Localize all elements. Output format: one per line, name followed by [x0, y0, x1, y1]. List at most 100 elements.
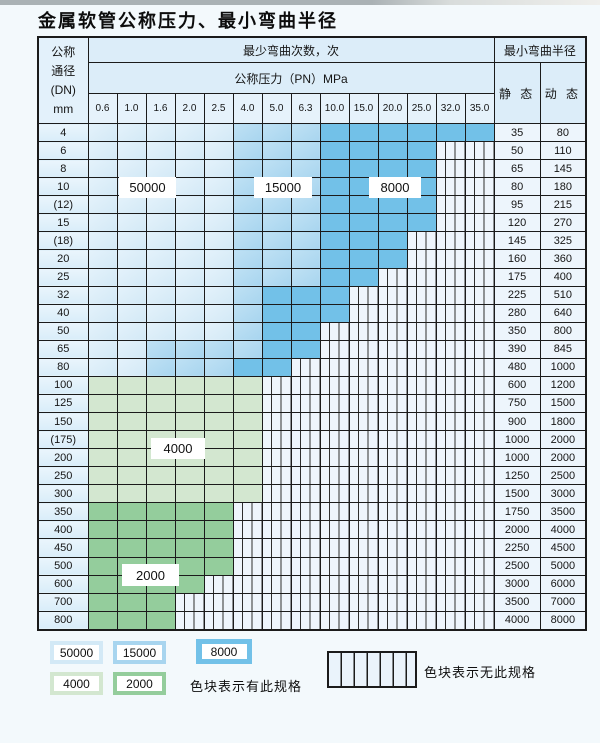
spec-cell — [145, 159, 176, 179]
static-radius-cell: 1000 — [493, 430, 541, 450]
spec-cell — [87, 502, 118, 522]
spec-cell — [232, 411, 263, 432]
spec-cell — [261, 430, 292, 450]
dynamic-radius-cell: 145 — [539, 159, 587, 179]
spec-cell — [406, 430, 437, 450]
spec-cell — [232, 213, 263, 233]
static-radius-cell: 1750 — [493, 502, 541, 522]
spec-cell — [319, 610, 350, 631]
spec-cell — [406, 321, 437, 341]
spec-cell — [290, 610, 321, 631]
header-row-3: 0.6 1.0 1.6 2.0 2.5 4.0 5.0 6.3 10.0 15.0 20.0 25.0… — [38, 93, 586, 124]
spec-cell — [232, 592, 263, 612]
spec-cell — [319, 574, 350, 594]
pressure-col-header: 5.0 — [261, 93, 292, 124]
bend-count-region-label: 2000 — [122, 564, 179, 586]
spec-cell — [290, 502, 321, 522]
spec-cell — [87, 303, 118, 323]
spec-cell — [464, 538, 495, 558]
table-row: 100 600 1200 — [37, 375, 587, 395]
spec-cell — [435, 321, 466, 341]
spec-cell — [174, 556, 205, 576]
pressure-col-header: 10.0 — [319, 93, 350, 124]
table-row: 6 50 110 — [37, 141, 587, 161]
pressure-col-header: 1.0 — [116, 93, 147, 124]
static-radius-cell: 2000 — [493, 520, 541, 540]
dynamic-radius-cell: 1800 — [539, 411, 587, 432]
spec-cell — [464, 411, 495, 432]
spec-cell — [116, 393, 147, 414]
spec-cell — [203, 448, 234, 468]
spec-cell — [464, 556, 495, 576]
spec-cell — [377, 159, 408, 179]
spec-cell — [406, 411, 437, 432]
table-row: 800 4000 8000 — [37, 610, 587, 631]
table-row: 400 2000 4000 — [37, 520, 587, 540]
spec-cell — [377, 574, 408, 594]
pressure-col-header: 2.5 — [203, 93, 234, 124]
spec-cell — [87, 466, 118, 486]
spec-cell — [232, 556, 263, 576]
spec-cell — [319, 448, 350, 468]
spec-cell — [87, 411, 118, 432]
dn-cell: 500 — [37, 556, 89, 576]
dynamic-radius-cell: 6000 — [539, 574, 587, 594]
static-radius-cell: 95 — [493, 195, 541, 215]
spec-cell — [435, 357, 466, 377]
spec-cell — [174, 393, 205, 414]
spec-cell — [203, 411, 234, 432]
spec-cell — [203, 592, 234, 612]
spec-cell — [377, 231, 408, 251]
spec-cell — [464, 357, 495, 377]
dn-cell: 300 — [37, 484, 89, 504]
spec-cell — [435, 231, 466, 251]
spec-cell — [87, 195, 118, 215]
spec-cell — [145, 393, 176, 414]
spec-cell — [203, 357, 234, 377]
spec-cell — [435, 195, 466, 215]
spec-cell — [261, 285, 292, 305]
pressure-col-header: 25.0 — [406, 93, 437, 124]
spec-cell — [261, 466, 292, 486]
legend-swatch-label: 15000 — [117, 645, 162, 660]
table-row: 32 225 510 — [37, 285, 587, 305]
spec-cell — [464, 520, 495, 540]
spec-cell — [116, 502, 147, 522]
spec-cell — [232, 375, 263, 395]
spec-cell — [377, 502, 408, 522]
spec-cell — [261, 574, 292, 594]
spec-cell — [261, 122, 292, 143]
spec-cell — [464, 303, 495, 323]
spec-cell — [377, 556, 408, 576]
table-row: 200 1000 2000 — [37, 448, 587, 468]
spec-cell — [203, 574, 234, 594]
spec-cell — [377, 141, 408, 161]
spec-cell — [464, 339, 495, 359]
spec-cell — [377, 339, 408, 359]
spec-cell — [87, 556, 118, 576]
spec-cell — [174, 466, 205, 486]
spec-cell — [174, 195, 205, 215]
spec-cell — [464, 502, 495, 522]
legend-no-spec-swatch — [327, 651, 417, 688]
dn-cell: 100 — [37, 375, 89, 395]
spec-cell — [87, 231, 118, 251]
spec-cell — [87, 357, 118, 377]
static-radius-cell: 1250 — [493, 466, 541, 486]
spec-cell — [232, 231, 263, 251]
spec-cell — [290, 195, 321, 215]
static-radius-cell: 4000 — [493, 610, 541, 631]
spec-cell — [464, 231, 495, 251]
spec-cell — [261, 339, 292, 359]
spec-cell — [435, 411, 466, 432]
static-radius-cell: 120 — [493, 213, 541, 233]
spec-cell — [319, 321, 350, 341]
dn-cell: (12) — [37, 195, 89, 215]
spec-cell — [145, 231, 176, 251]
table-row: (175) 1000 2000 — [37, 430, 587, 450]
spec-cell — [435, 393, 466, 414]
spec-cell — [290, 484, 321, 504]
spec-cell — [406, 592, 437, 612]
spec-cell — [203, 122, 234, 143]
dynamic-radius-cell: 3000 — [539, 484, 587, 504]
